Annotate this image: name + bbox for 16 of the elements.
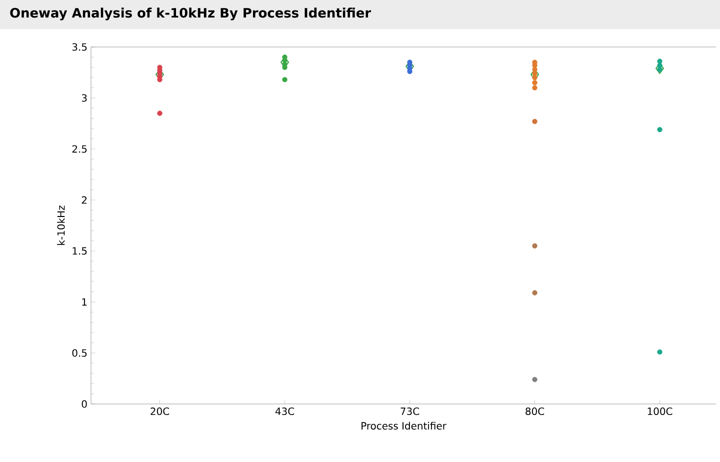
y-tick-label: 1.5 xyxy=(72,247,87,255)
y-tick-label: 1 xyxy=(82,298,87,306)
y-tick-label: 2.5 xyxy=(72,145,87,153)
y-tick-label: 0 xyxy=(82,400,87,408)
x-tick-label: 43C xyxy=(275,407,294,416)
chart-title: Oneway Analysis of k-10kHz By Process Identifier xyxy=(10,8,372,20)
y-tick-label: 2 xyxy=(82,196,86,204)
y-tick-label: 0.5 xyxy=(72,349,87,357)
x-tick-label: 80C xyxy=(526,407,544,416)
x-tick-label: 100C xyxy=(648,407,672,416)
x-axis-title: Process Identifier xyxy=(362,422,446,430)
y-axis-title: k-10kHz xyxy=(57,206,65,245)
y-tick-label: 3.5 xyxy=(72,43,87,51)
x-tick-label: 20C xyxy=(150,407,170,416)
y-tick-label: 3 xyxy=(82,94,87,102)
x-tick-label: 73C xyxy=(400,407,420,416)
